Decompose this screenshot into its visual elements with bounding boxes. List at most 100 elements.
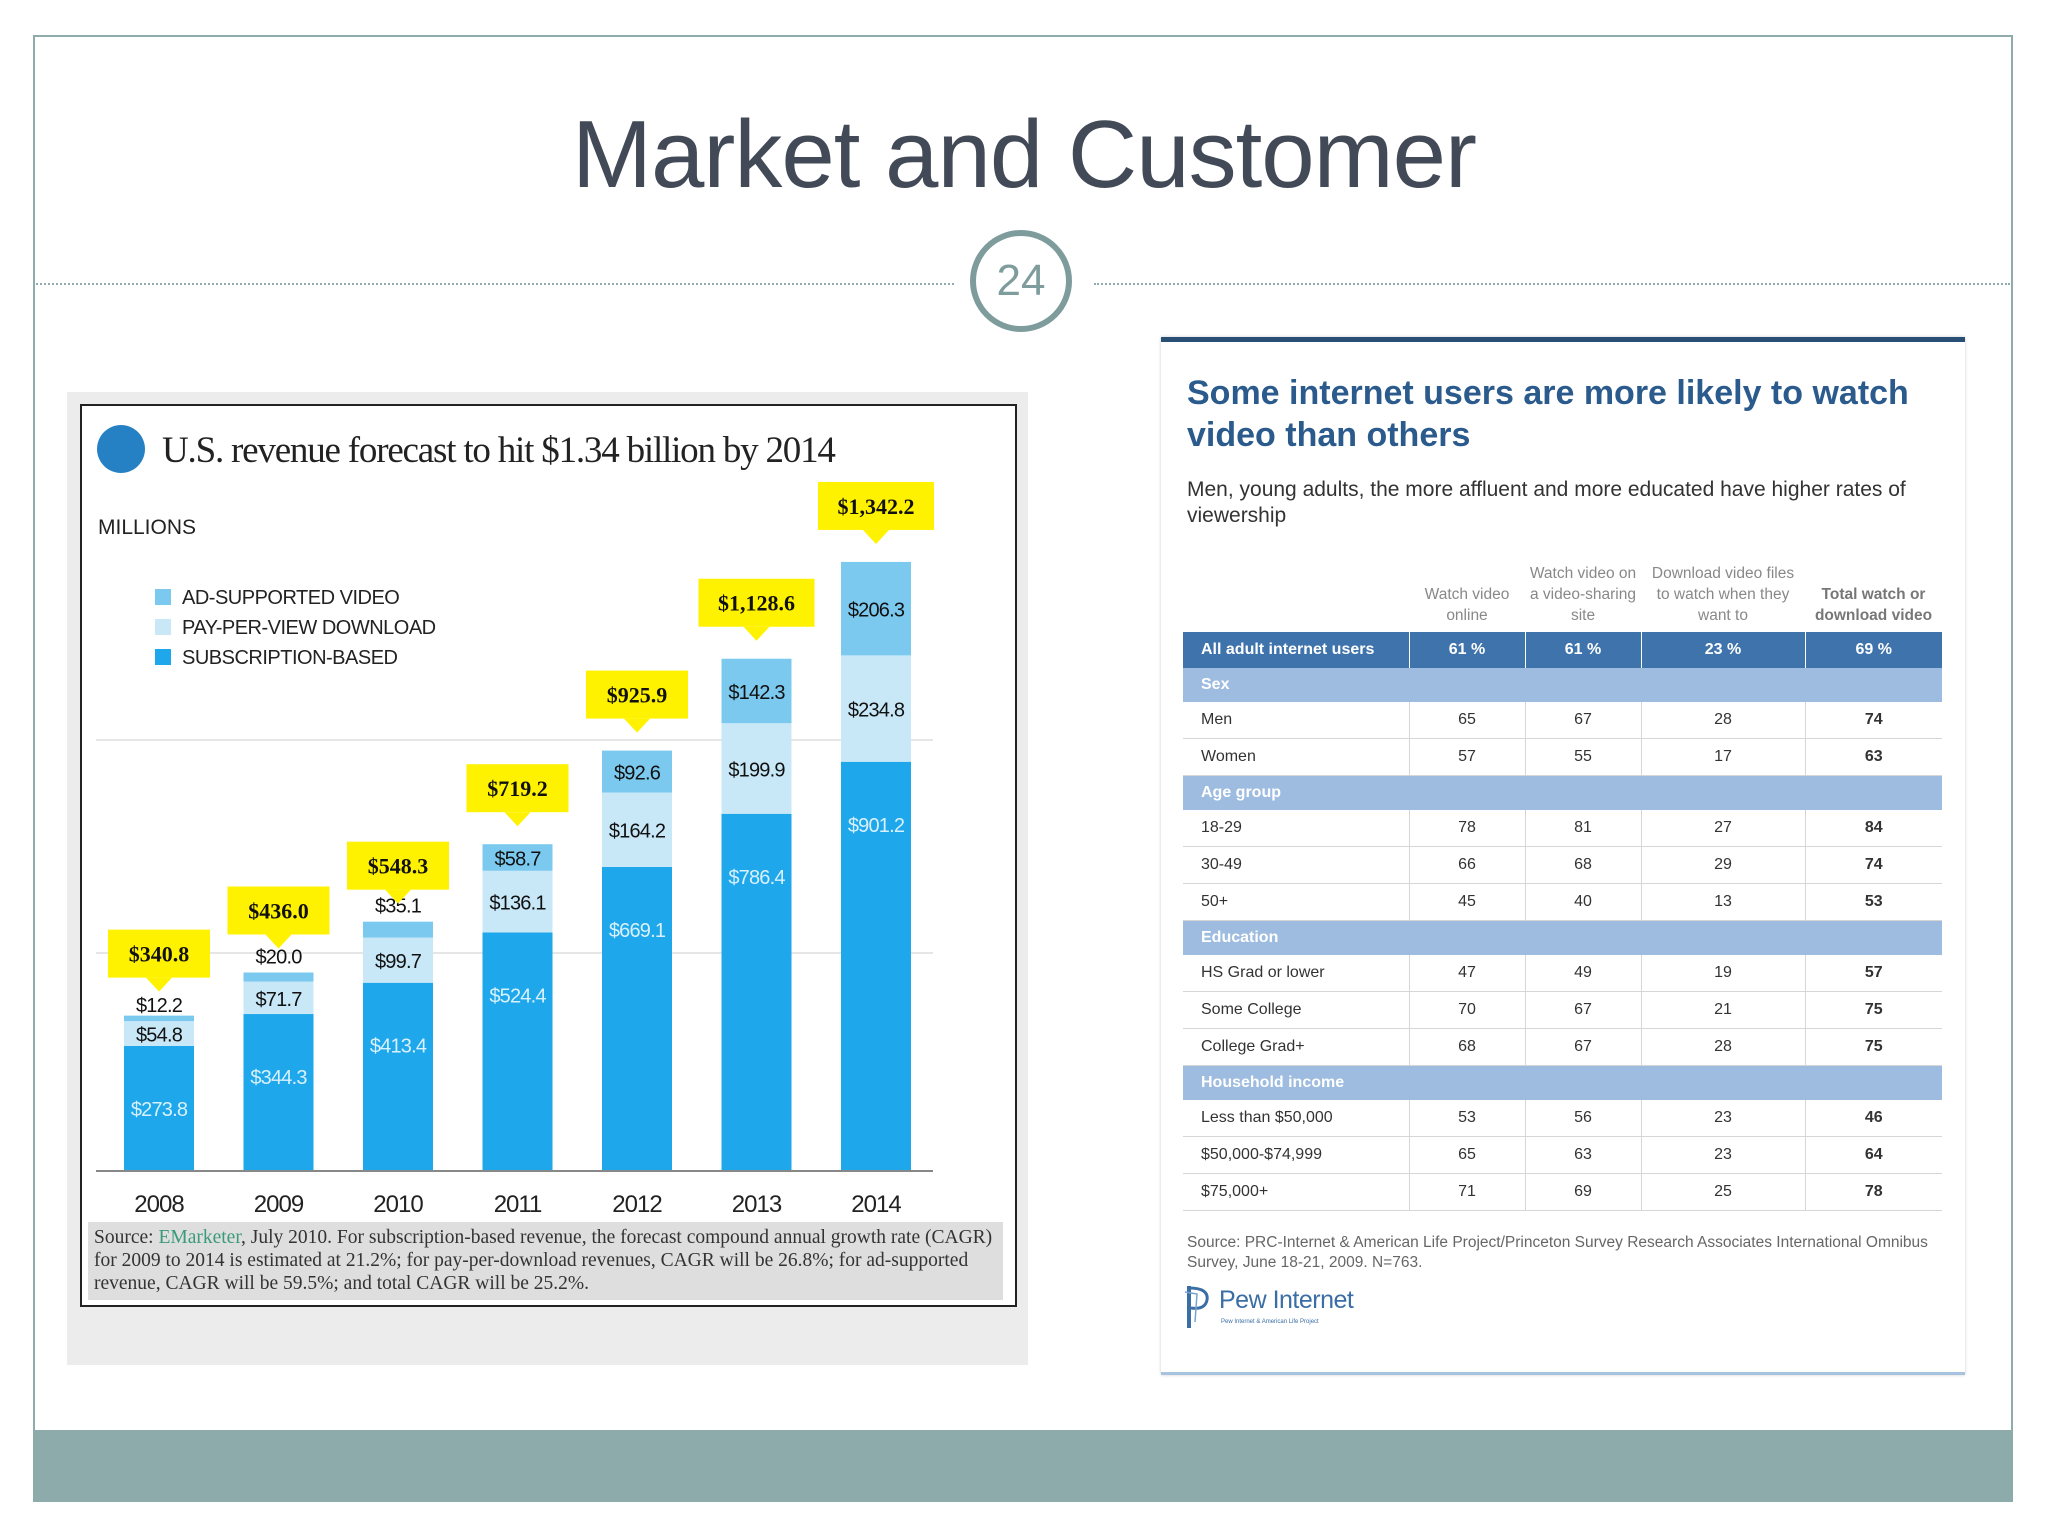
bar-value-label: $524.4 xyxy=(489,985,546,1007)
bar-segment xyxy=(841,761,911,1170)
bar-value-label: $92.6 xyxy=(614,763,661,785)
legend-label: AD-SUPPORTED VIDEO xyxy=(182,587,399,609)
row-value: 66 xyxy=(1408,846,1525,884)
header-watch-online: Watch video online xyxy=(1424,586,1510,624)
legend-swatch xyxy=(155,619,171,635)
callout-pointer xyxy=(146,977,172,992)
row-value: 45 xyxy=(1408,883,1525,921)
row-value: 56 xyxy=(1524,1100,1641,1137)
table-title: Some internet users are more likely to w… xyxy=(1187,374,1909,454)
bar-segment xyxy=(243,1014,314,1170)
divider-left xyxy=(36,283,954,285)
callout-pointer xyxy=(624,718,650,733)
row-value: 68 xyxy=(1408,1028,1525,1066)
bar-segment xyxy=(363,982,433,1170)
row-value: 78 xyxy=(1408,810,1525,847)
total-label: $548.3 xyxy=(368,854,429,879)
bar-value-label: $413.4 xyxy=(370,1036,427,1058)
row-value: 40 xyxy=(1524,883,1641,921)
bar-segment xyxy=(363,921,433,938)
bar-value-label: $12.2 xyxy=(136,995,183,1017)
bar-segment xyxy=(482,844,553,871)
table-section-row: Household income xyxy=(1183,1065,1942,1100)
bar-segment xyxy=(124,1015,194,1022)
bar-segment xyxy=(602,792,672,867)
table-section-row: Age group xyxy=(1183,775,1942,810)
total-label: $925.9 xyxy=(607,683,668,708)
category-label: 2010 xyxy=(373,1191,423,1218)
row-value: 67 xyxy=(1524,702,1641,739)
pew-logo-text: Pew Internet xyxy=(1219,1286,1354,1314)
table-row-all: All adult internet users 61 % 61 % 23 % 69 % xyxy=(1183,632,1942,668)
row-value: 81 xyxy=(1524,810,1641,847)
source-text: , July 2010. For subscription-based reve… xyxy=(94,1227,993,1294)
row-value: 27 xyxy=(1640,810,1805,847)
row-value: 64 xyxy=(1804,1136,1942,1174)
callout-pointer xyxy=(863,529,889,544)
pew-logo-subtext: Pew Internet & American Life Project xyxy=(1221,1319,1319,1325)
row-value: 75 xyxy=(1804,1028,1942,1066)
bar-value-label: $786.4 xyxy=(728,867,785,889)
bar-value-label: $206.3 xyxy=(848,600,905,622)
table-section-row: Sex xyxy=(1183,668,1942,702)
bar-value-label: $99.7 xyxy=(375,951,422,973)
footer-band xyxy=(33,1430,2013,1502)
header-total: Total watch or download video xyxy=(1814,586,1933,624)
page-number: 24 xyxy=(970,230,1072,332)
row-value: 55 xyxy=(1524,738,1641,776)
table-row: 30-49 66 68 29 74 xyxy=(1183,846,1942,884)
row-value: 53 xyxy=(1408,1100,1525,1137)
category-label: 2009 xyxy=(254,1191,304,1218)
total-callout xyxy=(108,929,210,978)
row-value: 46 xyxy=(1804,1100,1942,1137)
bar-segment xyxy=(721,813,792,1170)
total-callout xyxy=(347,841,449,890)
row-value: 74 xyxy=(1804,846,1942,884)
row-value: 57 xyxy=(1804,955,1942,992)
table-section-row: Education xyxy=(1183,920,1942,955)
row-value: 13 xyxy=(1640,883,1805,921)
row-value: 75 xyxy=(1804,991,1942,1029)
legend-swatch xyxy=(155,589,171,605)
section-label: Age group xyxy=(1183,775,1942,810)
row-label: 18-29 xyxy=(1183,810,1409,847)
bar-value-label: $234.8 xyxy=(848,700,905,722)
row-value: 63 xyxy=(1524,1136,1641,1174)
table-row: 50+ 45 40 13 53 xyxy=(1183,883,1942,921)
divider-right xyxy=(1094,283,2010,285)
total-label: $719.2 xyxy=(487,776,548,801)
row-label: All adult internet users xyxy=(1183,632,1409,668)
table-row: Some College 70 67 21 75 xyxy=(1183,991,1942,1029)
slide-title: Market and Customer xyxy=(571,101,1477,208)
table-row: Women 57 55 17 63 xyxy=(1183,738,1942,776)
chart-title: U.S. revenue forecast to hit $1.34 billi… xyxy=(162,430,835,471)
category-label: 2008 xyxy=(134,1191,184,1218)
table-row: HS Grad or lower 47 49 19 57 xyxy=(1183,955,1942,992)
source-link[interactable]: EMarketer xyxy=(158,1227,242,1248)
row-label: Some College xyxy=(1183,991,1409,1029)
row-value: 47 xyxy=(1408,955,1525,992)
bar-segment xyxy=(243,981,314,1015)
row-value: 74 xyxy=(1804,702,1942,739)
table-row: $75,000+ 71 69 25 78 xyxy=(1183,1173,1942,1211)
title-bullet xyxy=(97,425,145,473)
bar-segment xyxy=(841,655,911,762)
viewership-table: Watch video online Watch video on a vide… xyxy=(1183,558,1942,1211)
row-value: 67 xyxy=(1524,991,1641,1029)
pew-logo: Pew Internet Pew Internet & American Lif… xyxy=(1183,1282,1383,1332)
row-value: 21 xyxy=(1640,991,1805,1029)
callout-pointer xyxy=(265,934,292,949)
total-callout xyxy=(227,886,330,935)
total-callout xyxy=(586,670,688,719)
row-label: Men xyxy=(1183,702,1409,739)
pew-logo-icon xyxy=(1184,1286,1209,1328)
row-value: 61 % xyxy=(1524,632,1641,668)
row-label: College Grad+ xyxy=(1183,1028,1409,1066)
row-value: 69 % xyxy=(1804,632,1942,668)
row-value: 28 xyxy=(1640,702,1805,739)
total-callout xyxy=(818,481,934,530)
header-download: Download video files to watch when they … xyxy=(1651,565,1795,624)
row-value: 49 xyxy=(1524,955,1641,992)
bar-segment xyxy=(602,866,672,1170)
row-value: 78 xyxy=(1804,1173,1942,1211)
